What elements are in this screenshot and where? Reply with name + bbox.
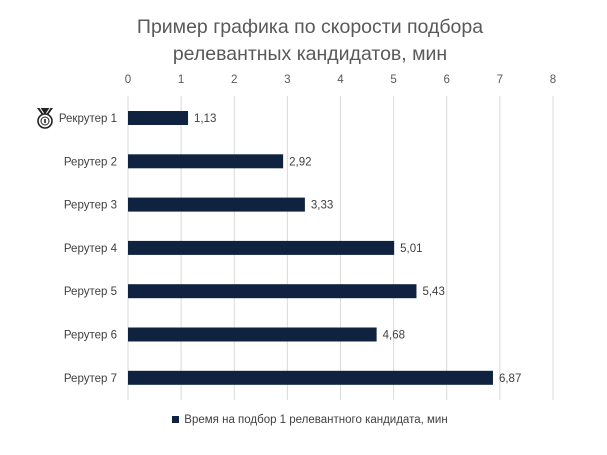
data-label: 4,68 xyxy=(383,330,405,342)
data-label: 3,33 xyxy=(311,200,333,212)
x-tick-label: 6 xyxy=(444,74,450,86)
legend-swatch xyxy=(172,416,180,423)
x-tick-label: 5 xyxy=(390,74,396,86)
category-label: Рерутер 5 xyxy=(64,286,117,298)
chart-title-line-1: Пример графика по скорости подбора xyxy=(136,16,484,38)
x-tick-label: 4 xyxy=(337,74,344,86)
x-tick-label: 7 xyxy=(497,74,503,86)
bar xyxy=(128,327,377,342)
category-label: Рерутер 6 xyxy=(64,330,117,342)
legend: Время на подбор 1 релевантного кандидата… xyxy=(0,414,607,426)
bar xyxy=(128,111,189,125)
chart-title: Пример графика по скорости подбора релев… xyxy=(0,14,607,68)
chart-title-line-2: релевантных кандидатов, мин xyxy=(172,43,448,65)
medal-icon xyxy=(37,107,53,129)
x-tick-label: 0 xyxy=(125,74,131,86)
bar xyxy=(128,240,395,255)
bar xyxy=(128,370,493,385)
category-label: Рекрутер 1 xyxy=(59,113,117,125)
x-tick-label: 3 xyxy=(284,74,290,86)
legend-label: Время на подбор 1 релевантного кандидата… xyxy=(184,414,448,426)
data-label: 5,01 xyxy=(400,243,422,255)
bar xyxy=(128,284,417,299)
data-label: 1,13 xyxy=(194,113,216,125)
bar xyxy=(128,197,305,212)
bar xyxy=(128,154,284,169)
category-label: Рерутер 7 xyxy=(64,373,117,385)
data-label: 5,43 xyxy=(422,286,444,298)
category-label: Рерутер 2 xyxy=(64,156,117,168)
data-label: 6,87 xyxy=(499,373,521,385)
x-tick-label: 2 xyxy=(231,74,237,86)
category-label: Рерутер 4 xyxy=(64,243,118,255)
x-tick-label: 1 xyxy=(178,74,184,86)
category-label: Рерутер 3 xyxy=(64,200,117,212)
data-label: 2,92 xyxy=(289,156,311,168)
x-tick-label: 8 xyxy=(550,74,556,86)
